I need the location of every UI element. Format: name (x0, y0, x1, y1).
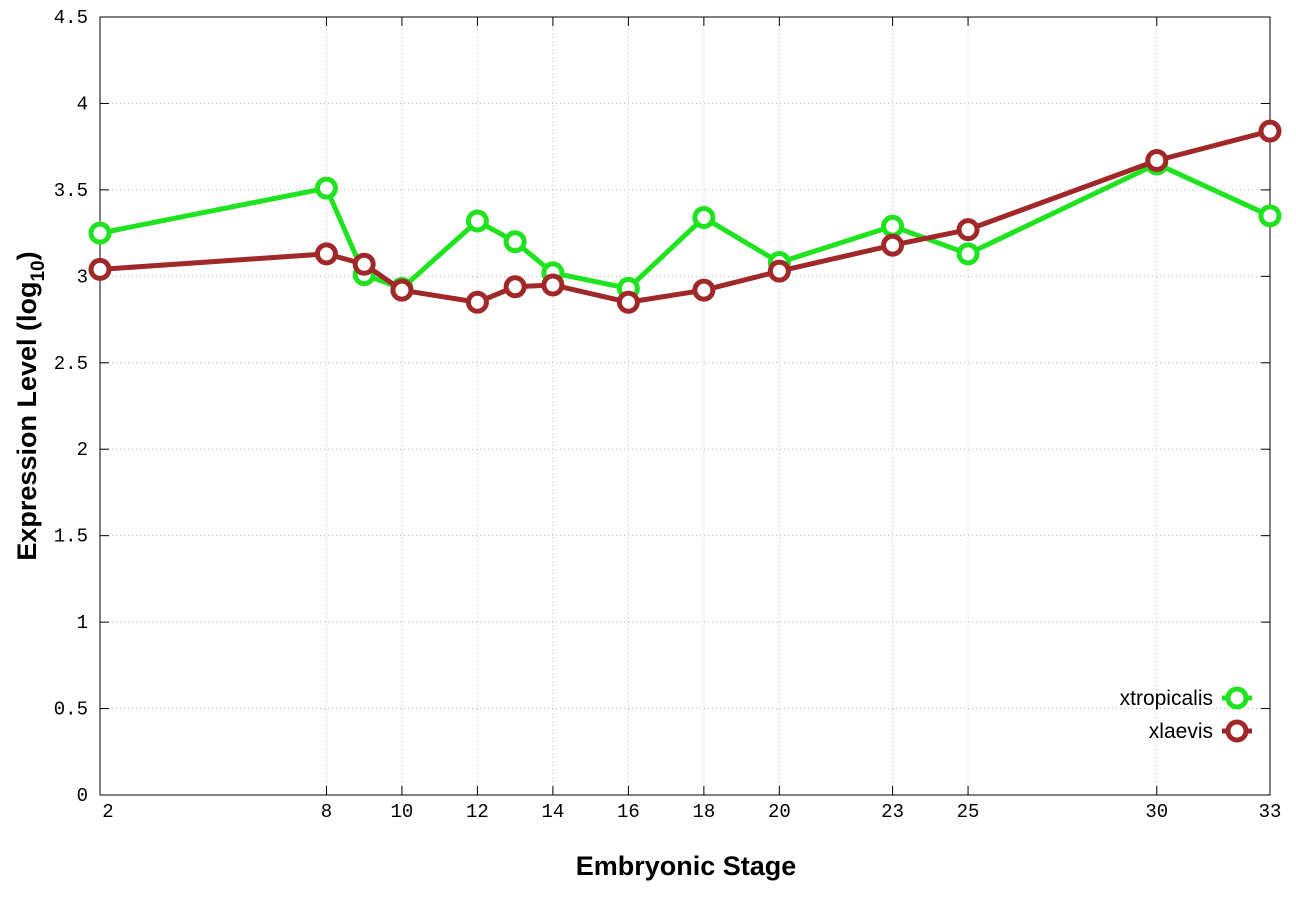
data-point-xtropicalis (314, 176, 338, 200)
legend-label-xtropicalis: xtropicalis (1120, 687, 1213, 710)
x-tick-label: 2 (102, 801, 113, 823)
data-point-xtropicalis (1258, 204, 1282, 228)
x-tick-label: 12 (466, 801, 489, 823)
x-axis-label: Embryonic Stage (576, 851, 797, 881)
data-point-xtropicalis (692, 206, 716, 230)
data-point-xlaevis (881, 233, 905, 257)
x-tick-label: 14 (541, 801, 564, 823)
x-tick-label: 20 (768, 801, 791, 823)
grid (100, 17, 1270, 795)
x-tick-label: 16 (617, 801, 640, 823)
data-point-xlaevis (390, 278, 414, 302)
legend-swatch-marker (1225, 686, 1249, 710)
x-tick-label: 10 (391, 801, 414, 823)
x-tick-label: 18 (692, 801, 715, 823)
data-point-xlaevis (767, 259, 791, 283)
y-tick-label: 3.5 (54, 180, 88, 202)
ticks: 0 0.5 1 1.5 2 2.5 3 3.5 4 4.5 2 8 10 12 14 16 18 20 23 25 30… (54, 7, 1282, 823)
y-tick-label: 0 (77, 785, 88, 807)
data-point-xlaevis (88, 257, 112, 281)
series-group (88, 119, 1282, 314)
data-point-xlaevis (1258, 119, 1282, 143)
legend-label-xlaevis: xlaevis (1149, 720, 1213, 743)
legend: xtropicalis xlaevis (1120, 686, 1252, 743)
data-point-xtropicalis (881, 214, 905, 238)
data-point-xlaevis (465, 290, 489, 314)
data-point-xlaevis (541, 273, 565, 297)
y-tick-label: 2 (77, 439, 88, 461)
data-point-xtropicalis (503, 230, 527, 254)
data-point-xlaevis (616, 290, 640, 314)
x-tick-label: 8 (321, 801, 332, 823)
data-point-xtropicalis (88, 221, 112, 245)
data-point-xtropicalis (956, 242, 980, 266)
y-tick-label: 4.5 (54, 7, 88, 29)
data-point-xlaevis (503, 275, 527, 299)
y-tick-label: 4 (77, 93, 88, 115)
y-tick-label: 1 (77, 612, 88, 634)
data-point-xlaevis (1145, 148, 1169, 172)
y-tick-label: 2.5 (54, 353, 88, 375)
y-axis-label: Expression Level (log10) (12, 251, 49, 560)
plot-frame (99, 16, 1271, 796)
x-tick-label: 30 (1145, 801, 1168, 823)
data-point-xtropicalis (465, 209, 489, 233)
data-point-xlaevis (956, 218, 980, 242)
y-tick-label: 3 (77, 266, 88, 288)
legend-swatch-marker (1225, 719, 1249, 743)
data-point-xlaevis (692, 278, 716, 302)
y-tick-label: 1.5 (54, 526, 88, 548)
data-point-xlaevis (352, 252, 376, 276)
x-tick-label: 25 (957, 801, 980, 823)
y-tick-label: 0.5 (54, 699, 88, 721)
data-point-xlaevis (314, 242, 338, 266)
x-tick-label: 33 (1259, 801, 1282, 823)
x-tick-label: 23 (881, 801, 904, 823)
